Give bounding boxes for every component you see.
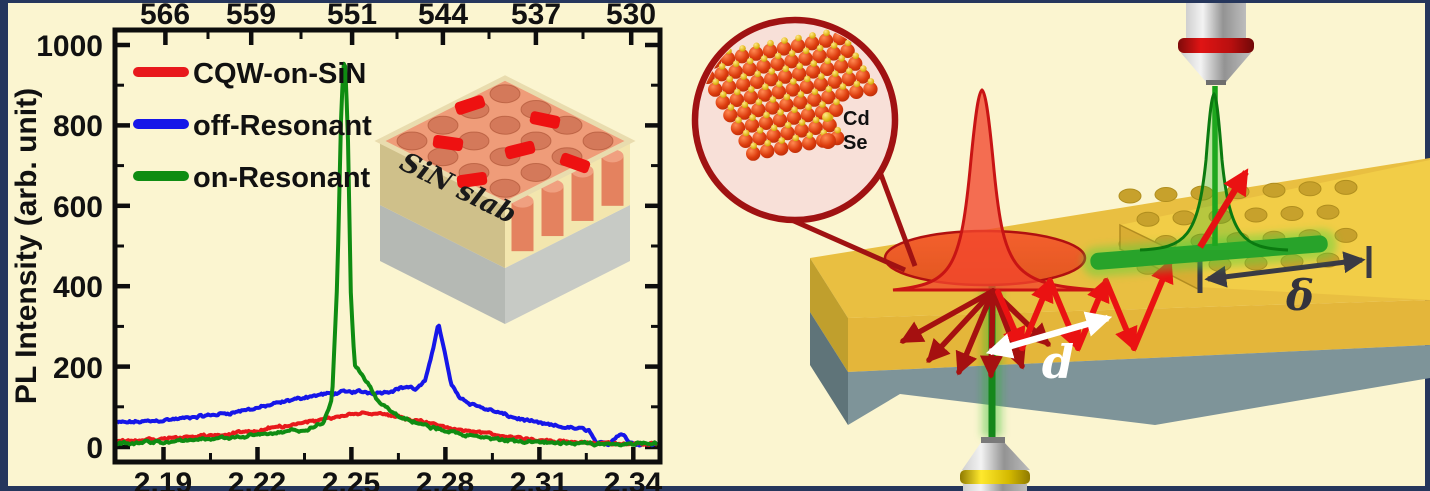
top-tick-label: 566	[140, 0, 190, 31]
experiment-schematic: d δ	[691, 3, 1430, 491]
se-atom-icon	[820, 133, 836, 149]
cdse-atom-lattice	[699, 26, 878, 161]
legend-label-off: off-Resonant	[193, 110, 372, 142]
top-tick-label: 544	[418, 0, 468, 31]
bottom-tick-label: 2.19	[134, 467, 192, 491]
top-objective-body	[1186, 3, 1246, 39]
y-tick-label: 400	[53, 271, 103, 304]
bottom-tick-label: 2.28	[416, 467, 474, 491]
top-tick-label: 537	[511, 0, 561, 31]
pl-spectrum-chart: PL Intensity (arb. unit) 1000 800 600 40…	[10, 0, 663, 491]
bottom-objective-tip	[981, 437, 1005, 443]
series-off-Resonant	[117, 323, 658, 448]
y-axis-title: PL Intensity (arb. unit)	[10, 88, 43, 404]
inset-top-face	[374, 75, 636, 207]
y-tick-label: 200	[53, 352, 103, 385]
substrate-left-end-face	[810, 312, 848, 425]
bottom-tick-label: 2.22	[228, 467, 286, 491]
y-tick-label: 0	[86, 432, 103, 465]
inset-substrate-left-face	[380, 205, 505, 324]
top-objective-red-ring	[1178, 38, 1254, 53]
y-tick-label: 800	[53, 110, 103, 143]
bottom-objective	[960, 437, 1030, 491]
bottom-tick-label: 2.34	[604, 467, 663, 491]
spectrum-curves	[117, 61, 658, 448]
sin-slab-inset: SiN slab	[374, 75, 636, 324]
bottom-objective-body	[963, 484, 1027, 491]
chart-legend: CQW-on-SiN off-Resonant on-Resonant	[133, 58, 372, 194]
series-on-Resonant	[117, 61, 658, 448]
inset-cqw-emitters	[432, 95, 591, 189]
inset-pillars	[511, 149, 624, 252]
legend-label-cqw: CQW-on-SiN	[193, 58, 366, 90]
top-objective	[1178, 3, 1254, 85]
top-objective-cone	[1181, 53, 1251, 82]
cd-atom-icon	[822, 112, 832, 122]
cdse-lattice-callout: Cd Se	[691, 16, 918, 273]
cd-atom-label: Cd	[843, 108, 870, 130]
inset-slab-right-face	[505, 141, 630, 268]
distance-d-arrow	[985, 311, 1113, 359]
se-atom-label: Se	[843, 132, 867, 154]
cqw-pl-peak	[892, 88, 1097, 292]
outcoupled-emission-arrow	[1197, 168, 1249, 249]
bottom-tick-label: 2.25	[322, 467, 380, 491]
distance-d-annotation: d	[985, 311, 1113, 389]
bottom-tick-label: 2.31	[510, 467, 568, 491]
top-tick-label: 559	[226, 0, 276, 31]
bottom-objective-yellow-ring	[960, 470, 1030, 484]
inset-substrate-right-face	[505, 205, 630, 324]
atom-legend: Cd Se	[820, 108, 870, 154]
top-tick-label: 551	[327, 0, 377, 31]
top-objective-tip	[1206, 80, 1226, 85]
cavity-emission	[1082, 86, 1337, 277]
bottom-objective-cone	[962, 441, 1030, 470]
callout-line-right	[877, 171, 918, 267]
cavity-peak-outline	[1139, 91, 1289, 252]
legend-label-on: on-Resonant	[193, 162, 371, 194]
delta-arrow	[1204, 251, 1366, 288]
y-tick-label: 1000	[36, 30, 103, 63]
cavity-emission-band	[1090, 235, 1328, 270]
plot-frame	[112, 27, 663, 465]
top-tick-label: 530	[606, 0, 656, 31]
detuning-delta-label: δ	[1285, 271, 1314, 320]
slab-left-end-face	[810, 258, 848, 372]
y-tick-label: 600	[53, 191, 103, 224]
distance-d-label: d	[1042, 335, 1074, 389]
inset-slab-left-face	[380, 141, 505, 268]
